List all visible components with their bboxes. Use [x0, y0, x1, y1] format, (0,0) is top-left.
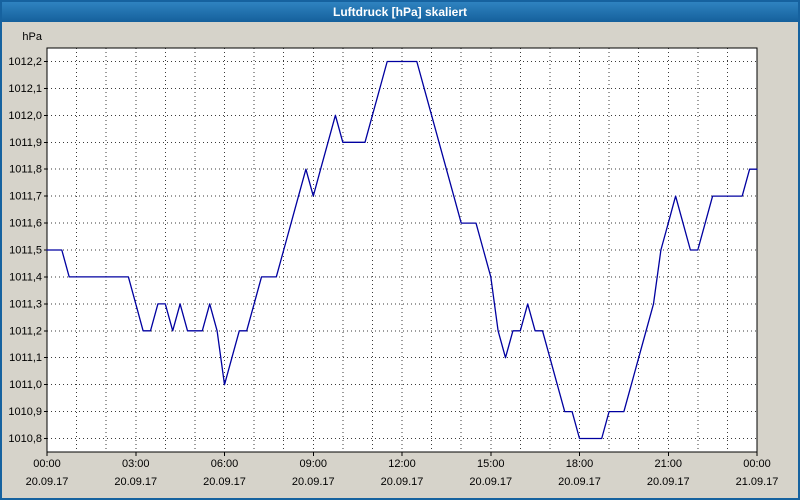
window-titlebar: Luftdruck [hPa] skaliert — [2, 2, 798, 22]
y-tick-label: 1011,2 — [9, 325, 42, 337]
x-date-label: 20.09.17 — [203, 476, 246, 488]
y-tick-label: 1010,9 — [8, 406, 42, 418]
x-date-label: 20.09.17 — [381, 476, 424, 488]
x-tick-label: 12:00 — [388, 458, 416, 470]
y-axis-unit-label: hPa — [22, 31, 42, 43]
series-line — [46, 60, 758, 440]
x-tick-label: 06:00 — [211, 458, 239, 470]
y-tick-label: 1010,8 — [8, 433, 42, 445]
x-date-label: 20.09.17 — [26, 476, 69, 488]
x-date-label: 20.09.17 — [114, 476, 157, 488]
y-tick-label: 1011,0 — [9, 379, 42, 391]
y-tick-label: 1011,6 — [9, 218, 42, 230]
x-date-label: 20.09.17 — [292, 476, 335, 488]
y-tick-label: 1011,7 — [9, 191, 42, 203]
x-tick-label: 00:00 — [33, 458, 61, 470]
y-tick-label: 1012,1 — [8, 83, 42, 95]
y-tick-label: 1011,9 — [9, 137, 42, 149]
y-tick-label: 1011,8 — [9, 164, 42, 176]
x-tick-label: 00:00 — [743, 458, 771, 470]
y-tick-label: 1011,4 — [9, 271, 42, 283]
x-date-label: 20.09.17 — [469, 476, 512, 488]
x-date-label: 20.09.17 — [647, 476, 690, 488]
x-tick-label: 09:00 — [299, 458, 327, 470]
window-title: Luftdruck [hPa] skaliert — [332, 5, 468, 19]
y-tick-label: 1011,5 — [9, 245, 42, 257]
pressure-chart: 1012,2 1012,1 1012,0 1011,9 1011,8 1011,7 1011… — [8, 31, 779, 488]
y-tick-label: 1011,1 — [9, 352, 42, 364]
x-tick-label: 15:00 — [477, 458, 505, 470]
y-tick-label: 1012,0 — [8, 110, 42, 122]
y-tick-label: 1011,3 — [9, 298, 42, 310]
x-date-label: 21.09.17 — [736, 476, 779, 488]
x-tick-label: 03:00 — [122, 458, 150, 470]
x-tick-label: 21:00 — [654, 458, 682, 470]
y-tick-label: 1012,2 — [8, 56, 42, 68]
x-tick-label: 18:00 — [566, 458, 594, 470]
x-date-label: 20.09.17 — [558, 476, 601, 488]
chart-area: 1012,2 1012,1 1012,0 1011,9 1011,8 1011,7 1011… — [2, 22, 798, 498]
